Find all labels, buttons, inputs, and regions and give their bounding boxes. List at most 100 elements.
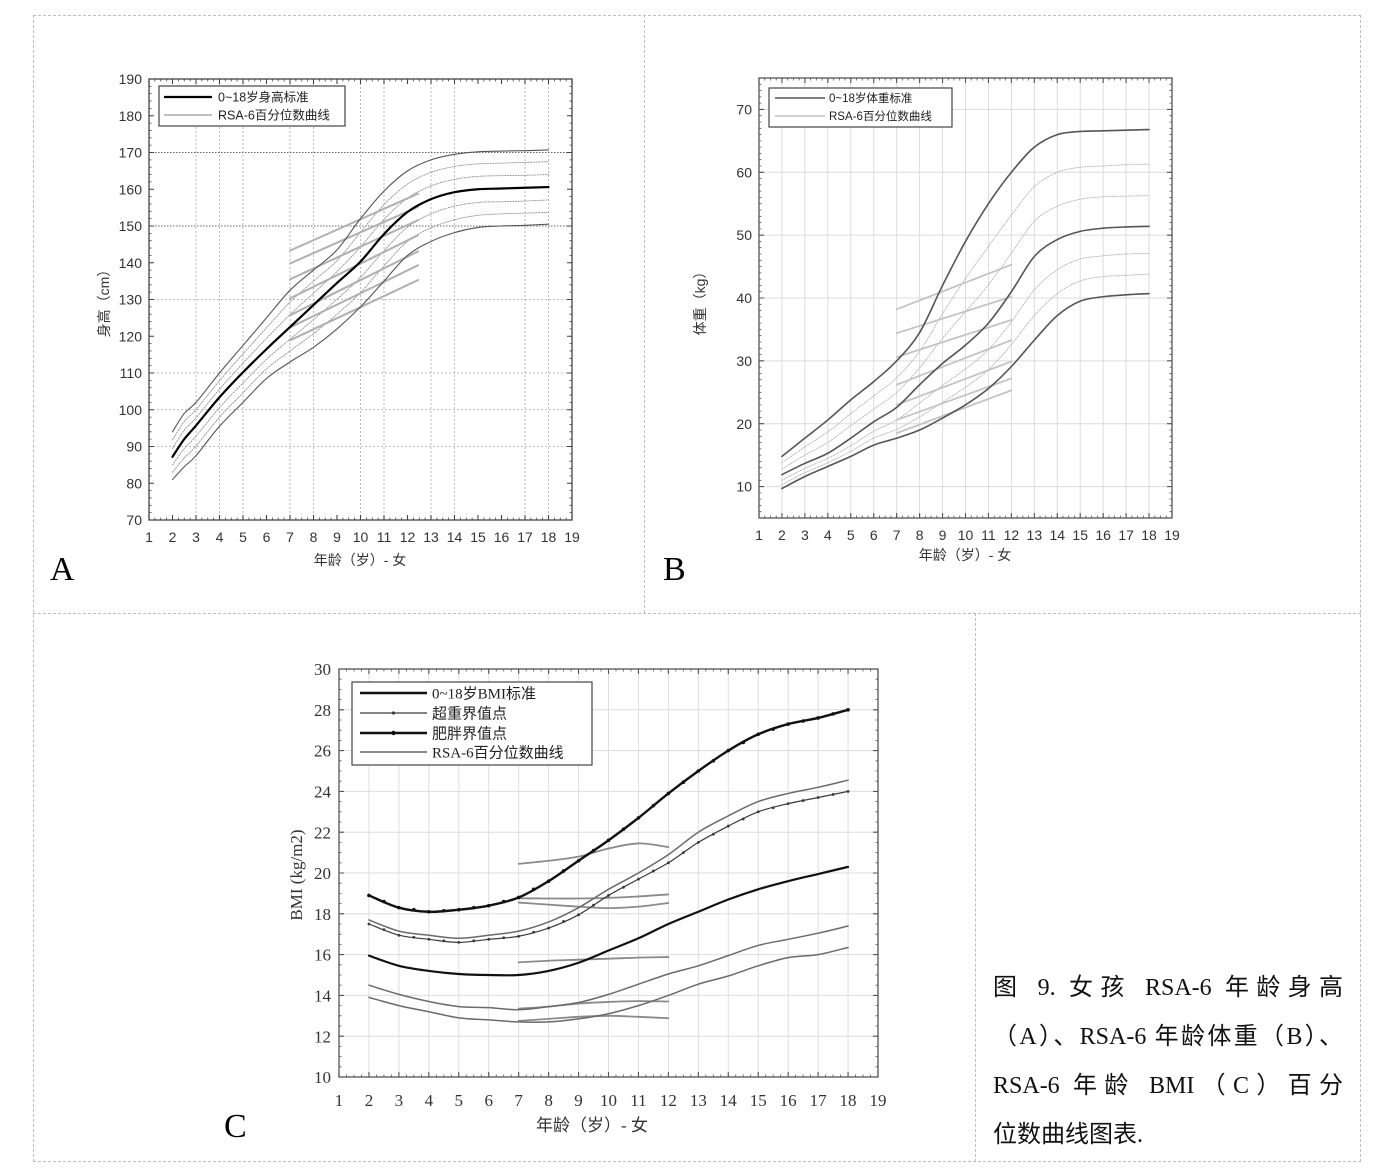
x-axis-label: 年龄（岁）- 女 xyxy=(314,552,407,568)
gridlines xyxy=(149,79,572,520)
x-tick-label: 18 xyxy=(1141,527,1157,543)
overweight-cutoff-curve-point xyxy=(816,796,820,799)
obesity-cutoff-curve-point xyxy=(531,887,536,892)
y-tick-label: 140 xyxy=(119,255,143,271)
legend-marker-sample xyxy=(391,711,396,715)
major-ticks xyxy=(148,78,573,521)
x-tick-label: 14 xyxy=(1049,527,1065,543)
x-tick-label: 15 xyxy=(750,1091,767,1110)
y-tick-label: 10 xyxy=(314,1068,331,1087)
obesity-cutoff-curve-point xyxy=(831,712,835,716)
overweight-cutoff-curve-point xyxy=(592,903,595,907)
weight-standard-curve xyxy=(781,225,1150,476)
x-tick-label: 19 xyxy=(564,529,580,545)
obesity-cutoff-curve-point xyxy=(756,732,761,737)
obesity-cutoff-curve-point xyxy=(501,899,506,904)
percentile-curve-outer xyxy=(171,149,550,433)
y-tick-label: 160 xyxy=(119,181,143,197)
x-tick-label: 3 xyxy=(395,1091,404,1110)
obesity-cutoff-curve-point xyxy=(786,722,790,726)
overweight-cutoff-curve-point xyxy=(427,937,431,941)
legend-box xyxy=(768,87,953,128)
obesity-cutoff-curve-point xyxy=(382,899,386,904)
obesity-cutoff-curve-point xyxy=(666,791,671,796)
obesity-cutoff-curve-point xyxy=(696,769,701,773)
obesity-cutoff-curve-point xyxy=(546,879,551,883)
rsa6-percentile-line xyxy=(289,264,420,329)
x-tick-label: 7 xyxy=(893,527,901,543)
caption-line: 图 9. 女孩 RSA-6 年龄身高 xyxy=(993,975,1343,1001)
y-axis-label: 身高（cm） xyxy=(96,263,112,338)
weight-chart: 1 2 3 4 5 6 7 8 9 10 11 12 13 14 15 16 17 18 1910203040506… xyxy=(663,77,1180,588)
x-tick-label: 6 xyxy=(263,529,271,545)
legend: 0~18岁体重标准 RSA-6百分位数曲线 xyxy=(768,87,953,128)
x-tick-label: 16 xyxy=(494,529,510,545)
rsa6-percentile-line xyxy=(289,192,420,252)
x-tick-label: 12 xyxy=(660,1091,677,1110)
percentile-curve-dotted xyxy=(172,174,549,449)
series-lines xyxy=(781,128,1150,490)
obesity-cutoff-curve-point xyxy=(471,905,476,910)
obesity-cutoff-curve-point xyxy=(561,869,566,873)
x-tick-label: 18 xyxy=(840,1091,857,1110)
obesity-cutoff-curve-point xyxy=(367,893,371,898)
x-tick-label: 5 xyxy=(239,529,247,545)
height-chart: 1 2 3 4 5 6 7 8 9 10 11 12 13 14 15 16 17 18 1970809010011… xyxy=(50,71,580,588)
x-tick-label: 14 xyxy=(447,529,463,545)
legend-entry-label: 0~18岁体重标准 xyxy=(829,91,912,105)
y-tick-label: 50 xyxy=(736,227,752,243)
x-tick-label: 16 xyxy=(780,1091,797,1110)
overweight-cutoff-curve-point xyxy=(711,832,715,836)
y-tick-label: 110 xyxy=(120,365,143,381)
weight-standard-curve xyxy=(781,128,1150,458)
x-tick-label: 2 xyxy=(778,527,786,543)
percentile-curve-outer xyxy=(171,223,550,481)
y-tick-label: 60 xyxy=(736,164,752,180)
x-tick-label: 9 xyxy=(333,529,341,545)
percentile-curve-dotted xyxy=(781,273,1150,486)
x-tick-label: 1 xyxy=(755,527,763,543)
obesity-cutoff-curve-point xyxy=(651,803,656,808)
rsa6-percentile-line xyxy=(517,842,670,865)
x-tick-label: 8 xyxy=(310,529,318,545)
y-tick-label: 30 xyxy=(736,353,752,369)
x-tick-label: 9 xyxy=(574,1091,583,1110)
x-tick-label: 1 xyxy=(335,1091,344,1110)
y-tick-label: 90 xyxy=(126,439,142,455)
y-tick-label: 10 xyxy=(736,479,752,495)
y-tick-label: 70 xyxy=(126,512,142,528)
overweight-cutoff-curve-point xyxy=(517,934,521,938)
x-tick-label: 5 xyxy=(455,1091,464,1110)
x-tick-label: 11 xyxy=(630,1091,646,1110)
overweight-cutoff-curve-point xyxy=(532,930,536,934)
obesity-cutoff-curve-point xyxy=(516,895,521,900)
y-tick-label: 180 xyxy=(119,108,143,124)
rsa6-percentile-line xyxy=(517,901,670,909)
legend-entry-label: RSA-6百分位数曲线 xyxy=(218,108,330,123)
legend-entry-label: RSA-6百分位数曲线 xyxy=(432,744,564,761)
panel-divider-bottom xyxy=(975,613,976,1162)
legend-entry-label: 0~18岁身高标准 xyxy=(218,90,309,105)
obesity-cutoff-curve-point xyxy=(427,909,431,914)
overweight-cutoff-curve-point xyxy=(607,894,610,897)
obesity-cutoff-curve-point xyxy=(816,716,820,720)
overweight-cutoff-curve-point xyxy=(442,939,446,943)
x-tick-label: 3 xyxy=(801,527,809,543)
overweight-cutoff-curve-point xyxy=(397,933,401,937)
x-tick-label: 5 xyxy=(847,527,855,543)
height-standard-curve xyxy=(171,185,550,458)
y-tick-label: 20 xyxy=(314,864,331,883)
series-lines xyxy=(171,149,550,481)
percentile-curve-dotted xyxy=(781,163,1150,464)
x-tick-label: 13 xyxy=(423,529,439,545)
overweight-cutoff-curve-point xyxy=(622,885,625,889)
x-tick-label: 18 xyxy=(541,529,557,545)
panel-label: B xyxy=(663,551,686,588)
panel-divider-middle xyxy=(33,613,1361,614)
x-tick-label: 17 xyxy=(810,1091,828,1110)
caption-line: RSA-6 年龄 BMI（C）百分 xyxy=(993,1073,1343,1099)
weight-standard-curve xyxy=(781,292,1150,490)
x-tick-label: 2 xyxy=(169,529,177,545)
